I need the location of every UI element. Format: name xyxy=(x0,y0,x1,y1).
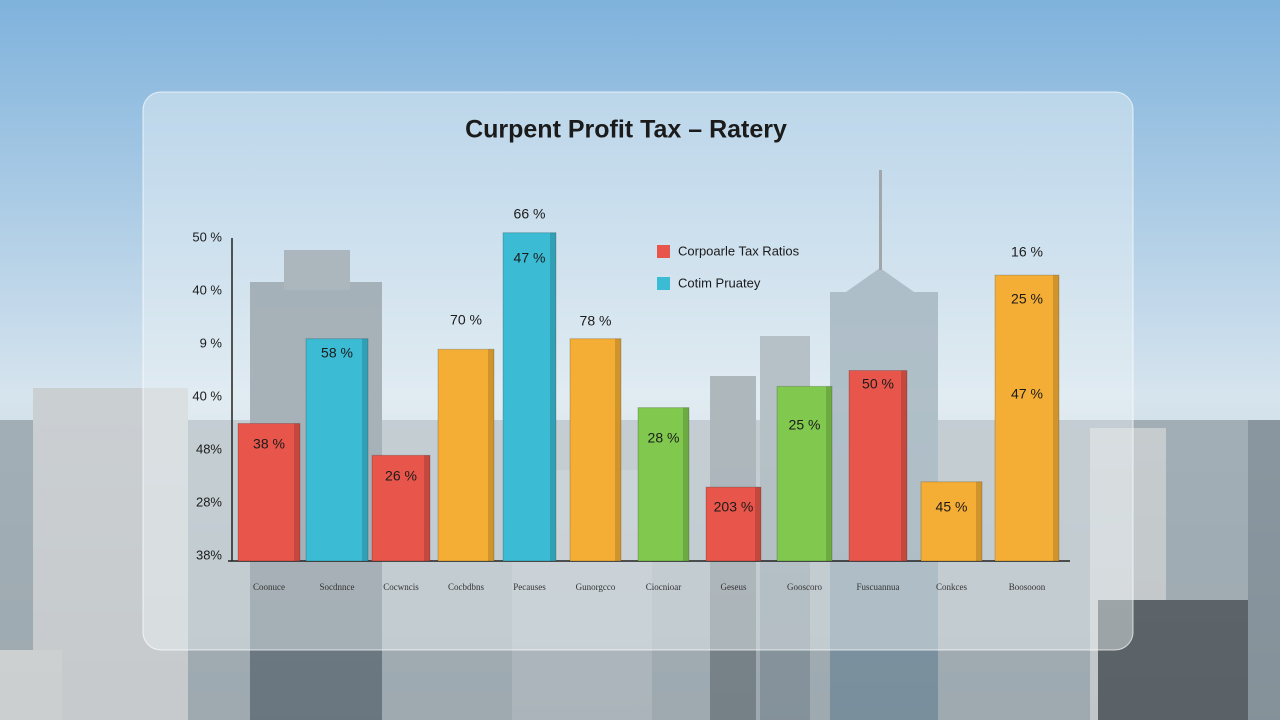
bar-label: 47 % xyxy=(1011,386,1043,402)
chart-title: Curpent Profit Tax – Ratery xyxy=(465,116,787,144)
x-tick-label: Ciocnioar xyxy=(646,582,682,592)
y-axis-label: 40 % xyxy=(192,282,222,297)
bar-shade xyxy=(550,232,556,561)
bar xyxy=(371,454,431,562)
y-axis-label: 38% xyxy=(196,547,222,562)
bar-shade xyxy=(976,481,982,561)
bar-shade xyxy=(362,338,368,561)
legend-label: Cotim Pruatey xyxy=(678,275,761,290)
x-tick-label: Geseus xyxy=(721,582,747,592)
bar-shade xyxy=(755,487,761,561)
bar-label: 26 % xyxy=(385,468,417,484)
bar-label: 58 % xyxy=(321,345,353,361)
bar-shade xyxy=(826,386,832,561)
bar-label: 203 % xyxy=(714,499,754,515)
x-tick-label: Socdnnce xyxy=(320,582,355,592)
bar xyxy=(502,232,557,562)
bar-label: 78 % xyxy=(580,313,612,329)
x-tick-label: Boosooon xyxy=(1009,582,1046,592)
bar-label: 70 % xyxy=(450,312,482,328)
bar-label: 47 % xyxy=(514,250,546,266)
bar xyxy=(776,385,833,562)
bar-shade xyxy=(683,407,689,561)
bar-label: 45 % xyxy=(936,499,968,515)
bar-label: 25 % xyxy=(1011,291,1043,307)
bar-label: 38 % xyxy=(253,436,285,452)
x-tick-label: Cocwncis xyxy=(383,582,419,592)
bar-shade xyxy=(1053,275,1059,561)
bar-label: 66 % xyxy=(514,206,546,222)
x-tick-label: Cocbdbns xyxy=(448,582,484,592)
x-tick-label: Gooscoro xyxy=(787,582,822,592)
bar-shade xyxy=(294,423,300,561)
bar-shade xyxy=(615,338,621,561)
bar xyxy=(569,338,622,562)
legend-swatch xyxy=(657,245,670,258)
bar xyxy=(637,407,690,562)
bar xyxy=(705,486,762,562)
y-axis-label: 50 % xyxy=(192,229,222,244)
bar-label: 25 % xyxy=(789,417,821,433)
bar xyxy=(848,370,908,562)
legend-label: Corpoarle Tax Ratios xyxy=(678,243,800,258)
x-tick-label: Coonuce xyxy=(253,582,285,592)
x-tick-label: Gunorgcco xyxy=(576,582,616,592)
x-tick-label: Fuscuannua xyxy=(857,582,900,592)
y-axis-label: 48% xyxy=(196,441,222,456)
glass-panel xyxy=(142,91,1134,651)
legend-swatch xyxy=(657,277,670,290)
bar-label: 28 % xyxy=(648,430,680,446)
y-axis-label: 28% xyxy=(196,494,222,509)
y-axis-label: 9 % xyxy=(200,335,223,350)
bar xyxy=(920,481,983,562)
x-tick-label: Conkces xyxy=(936,582,967,592)
y-axis-label: 40 % xyxy=(192,388,222,403)
bar-shade xyxy=(901,370,907,561)
x-tick-label: Pecauses xyxy=(513,582,546,592)
bar xyxy=(437,348,495,562)
bar-shade xyxy=(488,349,494,561)
bar-label: 50 % xyxy=(862,376,894,392)
bar xyxy=(994,274,1060,562)
bar xyxy=(305,338,369,562)
bar-label: 16 % xyxy=(1011,244,1043,260)
bar-shade xyxy=(424,455,430,561)
bar xyxy=(237,423,301,562)
